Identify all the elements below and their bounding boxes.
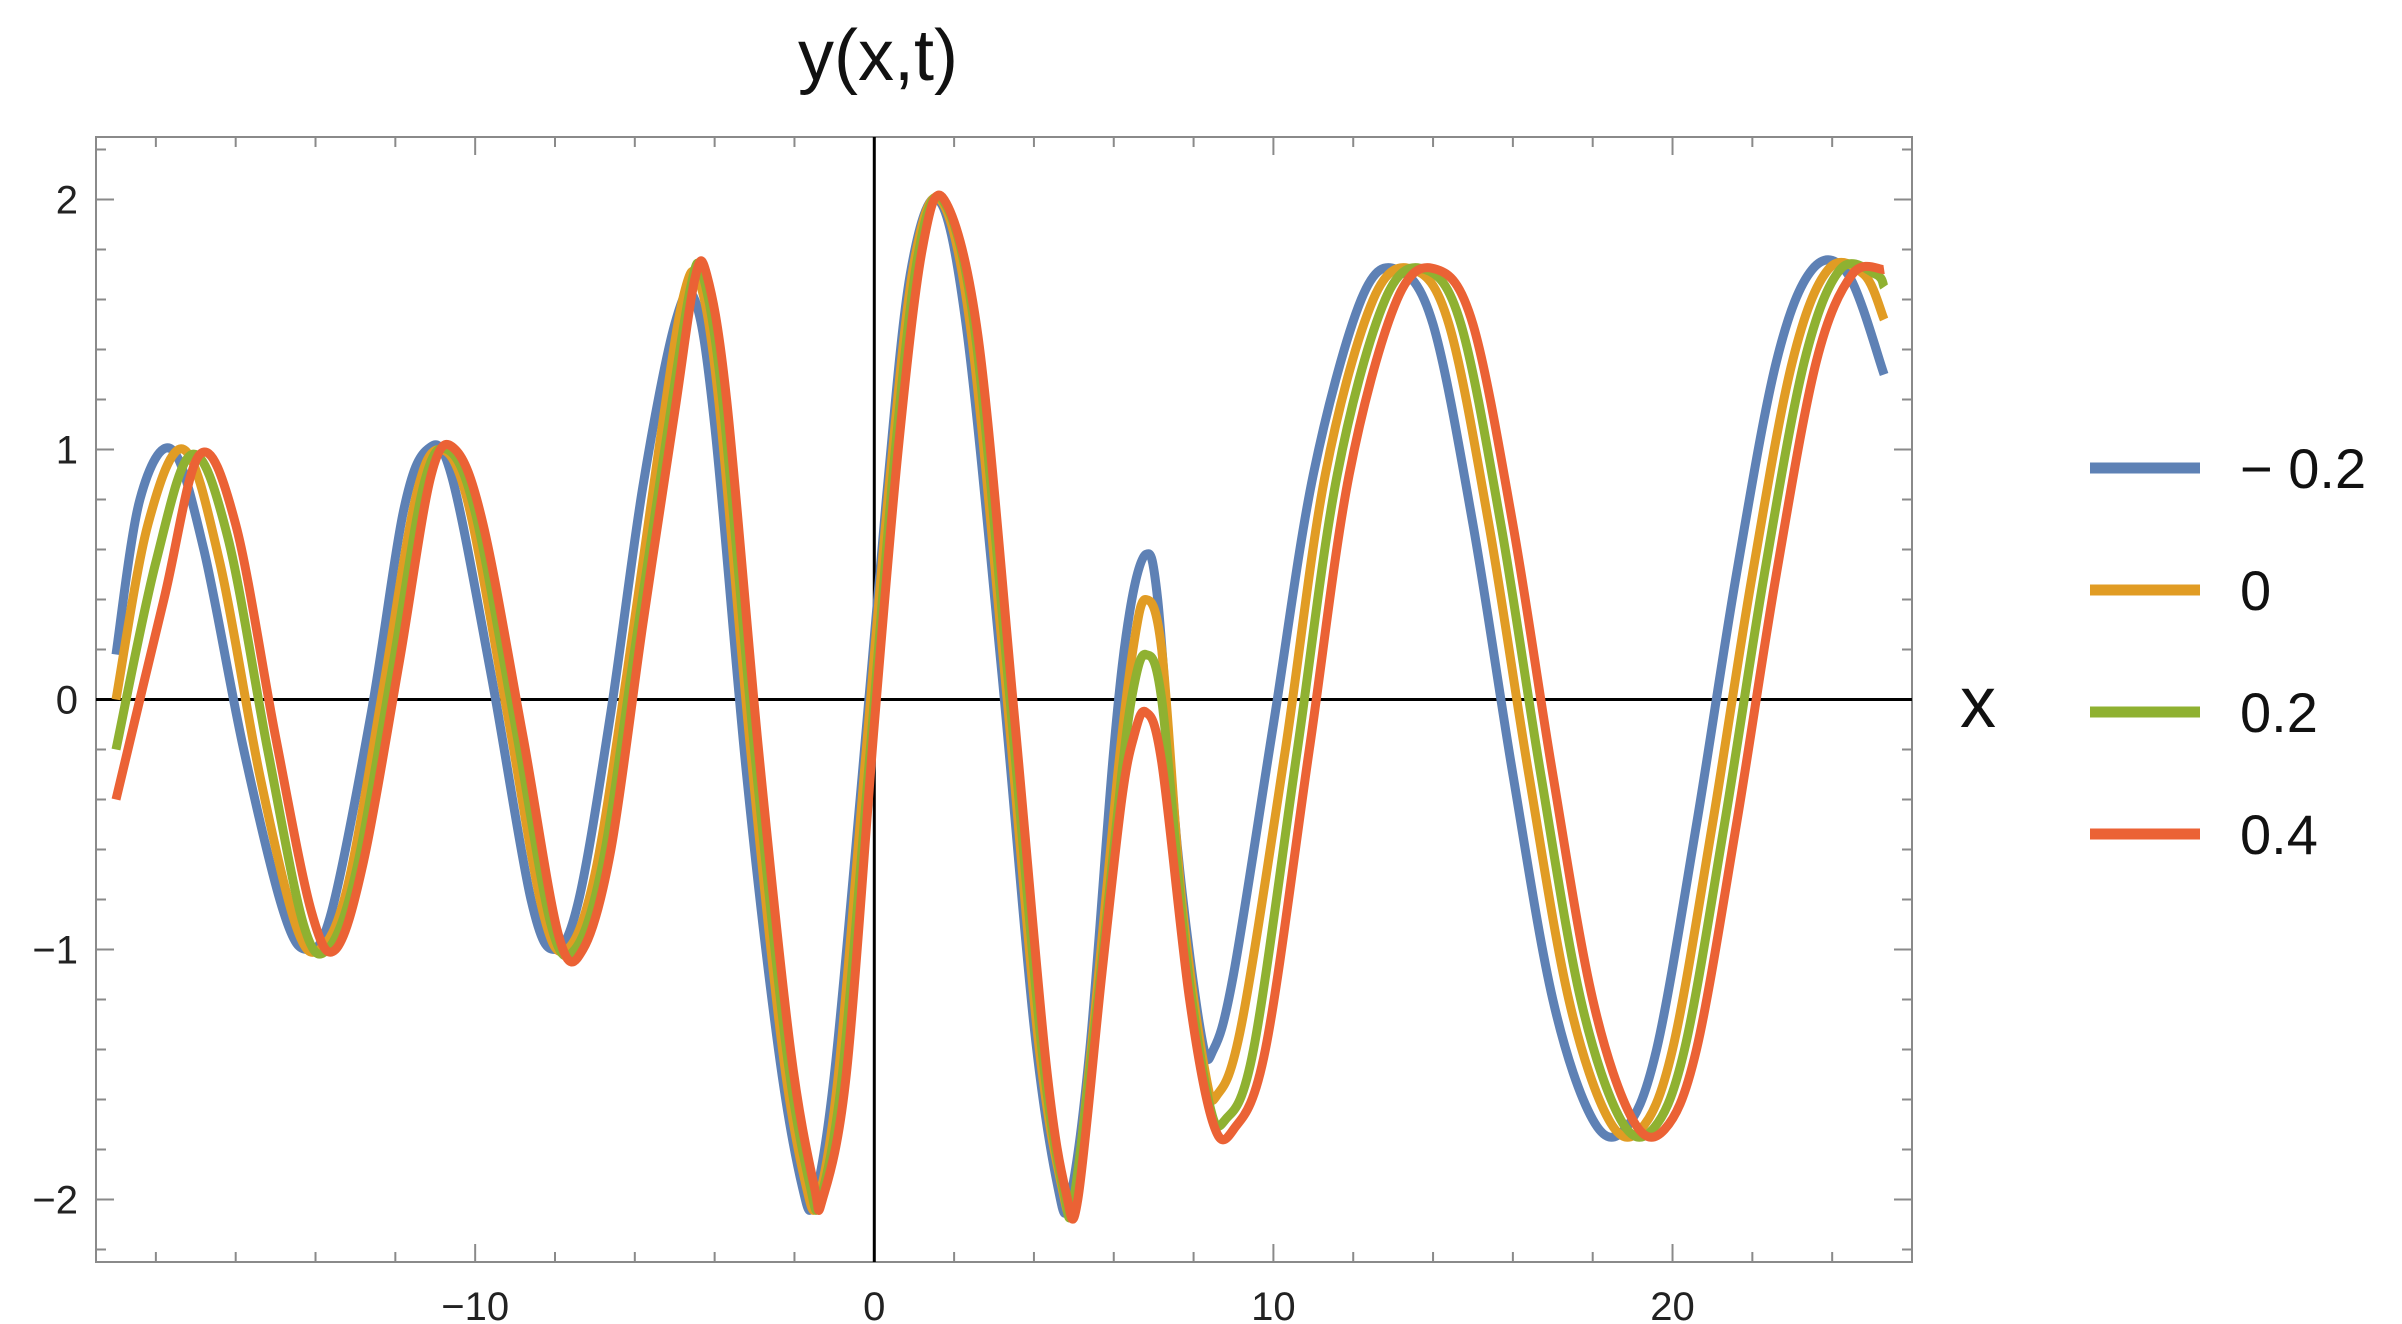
legend-label-4: 0.4 [2240,803,2318,866]
series-line-3 [111,192,1889,1223]
legend: − 0.2 0 0.2 0.4 [2090,437,2366,866]
x-tick-label: 10 [1251,1285,1296,1324]
y-tick-label: 1 [56,429,78,473]
legend-label-3: 0.2 [2240,681,2318,744]
series-line-4 [111,190,1885,1224]
y-tick-label: 2 [56,179,78,223]
series-line-2 [111,192,1889,1219]
y-tick-label: −1 [32,929,78,973]
y-tick-label: −2 [32,1179,78,1223]
chart-title: y(x,t) [798,16,958,96]
x-tick-label: −10 [441,1285,509,1324]
x-tick-label: 20 [1650,1285,1695,1324]
legend-label-2: 0 [2240,559,2271,622]
y-tick-label: 0 [56,679,78,723]
axis-ticks [96,137,1913,1262]
x-tick-label: 0 [863,1285,885,1324]
series-lines [111,190,1889,1224]
legend-label-1: − 0.2 [2240,437,2366,500]
x-axis-label: x [1960,663,1996,743]
